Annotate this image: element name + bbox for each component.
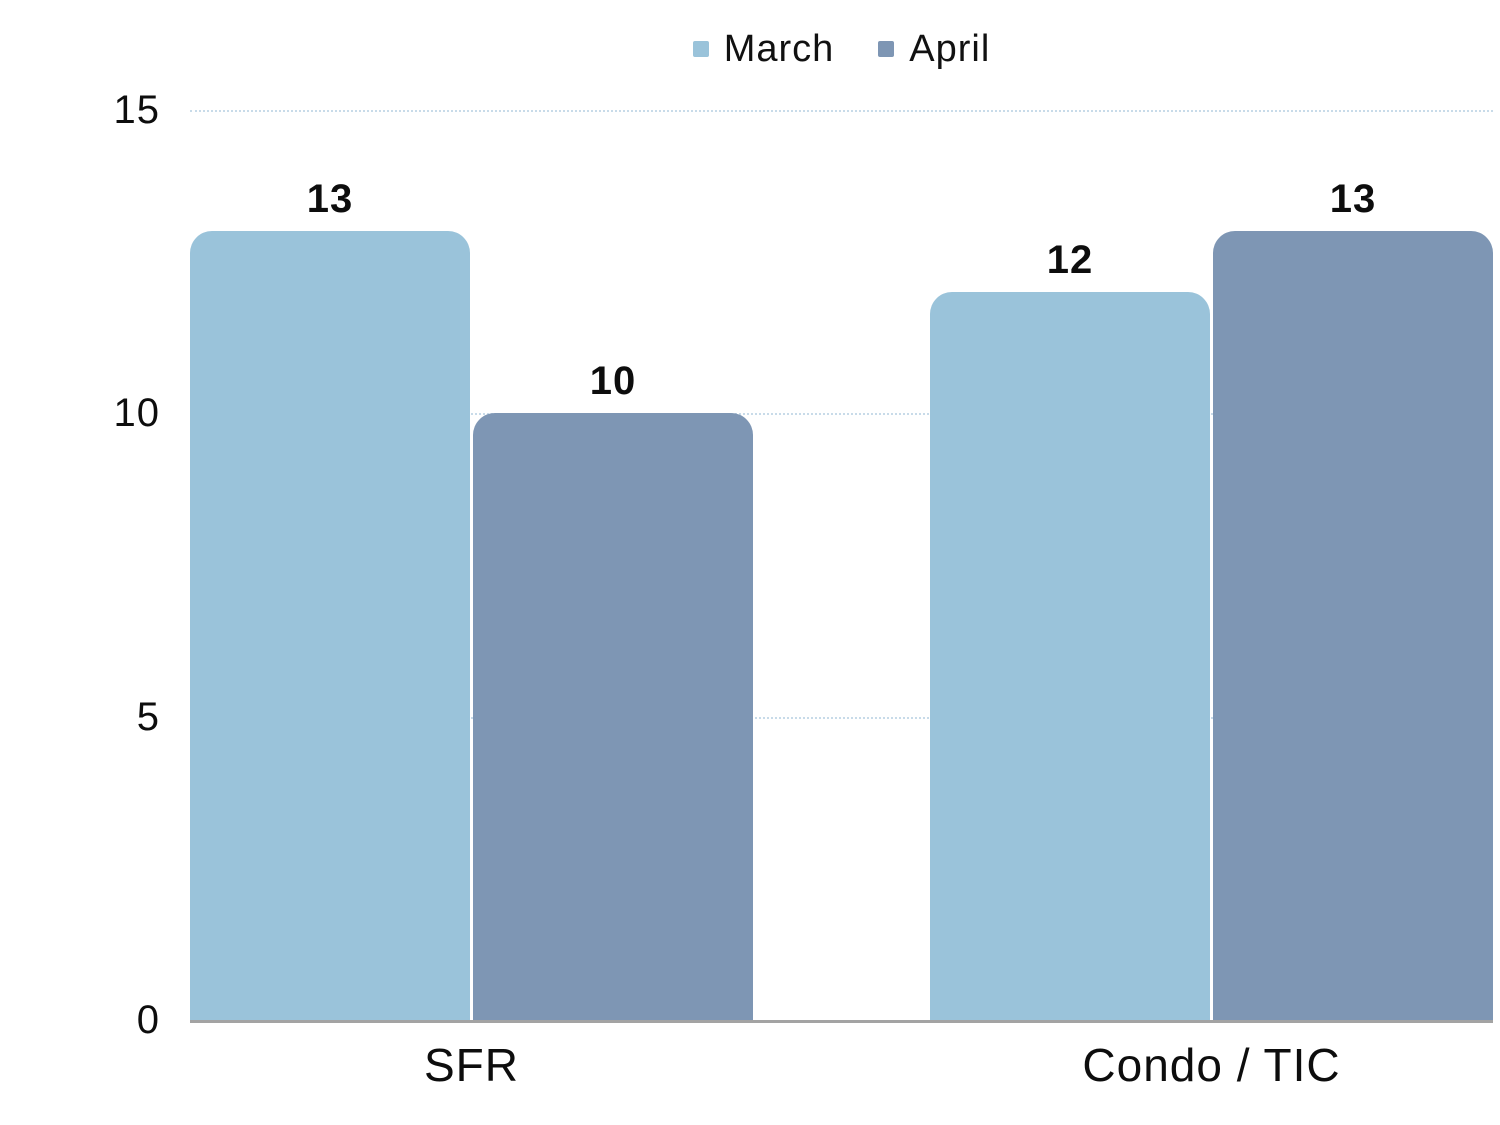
x-axis-label-condo-tic: Condo / TIC [1082, 1039, 1341, 1091]
bar-march-condo-tic [930, 292, 1210, 1020]
y-tick-label-5: 5 [136, 694, 160, 739]
gridline-10 [190, 413, 1493, 416]
legend-label-april: April [909, 28, 991, 70]
legend-label-march: March [723, 28, 835, 70]
bar-value-march-condo-tic: 12 [1046, 238, 1094, 282]
bar-april-condo-tic [1213, 231, 1493, 1020]
legend-item-april: April [878, 30, 990, 68]
x-axis-label-sfr: SFR [424, 1039, 519, 1091]
bar-march-sfr [190, 231, 470, 1020]
gridline-15 [190, 110, 1493, 112]
legend-item-march: March [692, 28, 835, 70]
chart-legend: March April [190, 30, 1493, 68]
x-axis-baseline [190, 1020, 1493, 1023]
legend-swatch-april [878, 41, 895, 57]
bar-value-april-condo-tic: 13 [1329, 177, 1377, 222]
gridline-5 [190, 716, 1493, 719]
bar-value-april-sfr: 10 [589, 359, 637, 404]
y-tick-label-0: 0 [136, 998, 160, 1042]
bar-april-sfr [473, 413, 753, 1020]
y-tick-label-10: 10 [113, 391, 160, 436]
legend-swatch-march [692, 41, 709, 57]
y-tick-label-15: 15 [113, 88, 160, 132]
bar-value-march-sfr: 13 [306, 177, 354, 222]
plot-area: 13 10 12 13 [190, 110, 1493, 1023]
